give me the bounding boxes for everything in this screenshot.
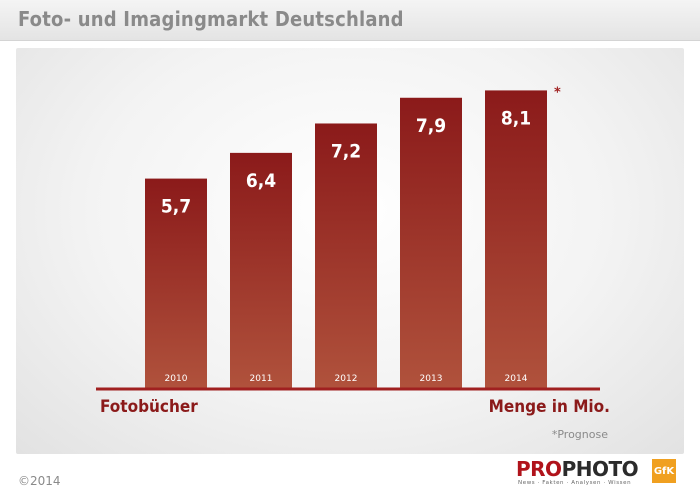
forecast-marker: *	[554, 85, 561, 100]
prophoto-logo: PROPHOTO	[516, 457, 639, 481]
tick-label: 2010	[165, 374, 188, 384]
header-bar: Foto- und Imagingmarkt Deutschland	[0, 0, 700, 41]
copyright: ©2014	[18, 474, 61, 488]
logo-tagline: News · Fakten · Analysen · Wissen	[518, 480, 632, 486]
tick-label: 2014	[505, 374, 528, 384]
forecast-footnote: *Prognose	[551, 428, 608, 441]
tick-label: 2012	[335, 374, 358, 384]
gfk-logo: GfK	[652, 459, 676, 483]
bar-2013	[400, 97, 462, 389]
value-label: 7,2	[331, 140, 361, 162]
bar-2011	[230, 152, 292, 388]
tick-label: 2011	[250, 374, 273, 384]
bar-2010	[145, 178, 207, 388]
bars-group: 5,7 2010 6,4 2011 7,2 2012 7,9 2013 8,1 2014	[145, 90, 547, 389]
bar-2012	[315, 123, 377, 388]
value-label: 6,4	[246, 170, 276, 192]
page-title: Foto- und Imagingmarkt Deutschland	[18, 7, 404, 31]
tick-label: 2013	[420, 374, 443, 384]
unit-label: Menge in Mio.	[488, 397, 610, 417]
value-label: 8,1	[501, 107, 531, 129]
category-label: Fotobücher	[100, 397, 198, 417]
logo-photo-text: PHOTO	[561, 457, 639, 481]
value-label: 7,9	[416, 115, 446, 137]
value-label: 5,7	[161, 196, 191, 218]
bar-2014	[485, 90, 547, 389]
logo-pro-text: PRO	[516, 457, 562, 481]
